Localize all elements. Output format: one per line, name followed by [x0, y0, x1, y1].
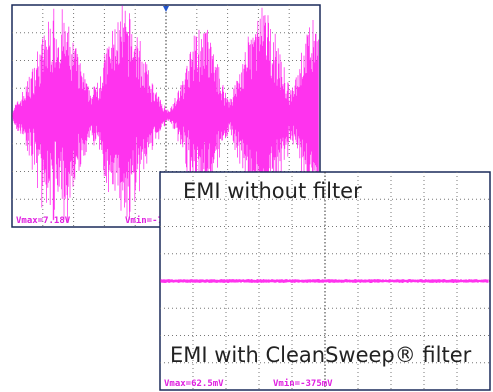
trigger-marker [163, 6, 169, 12]
vmax-readout: Vmax=7.18V [16, 216, 71, 226]
waveform [12, 5, 319, 225]
vmin-readout: Vmin=-7.87V [125, 215, 185, 226]
caption: EMI without filter [183, 179, 362, 203]
scope-panel: Vmax=62.5mV Vmin=-375mV [159, 171, 491, 391]
vmax-readout: Vmax=62.5mV [164, 379, 224, 389]
vmin-readout: Vmin=-375mV [273, 378, 333, 389]
waveform [160, 279, 489, 283]
caption: EMI with CleanSweep® filter [170, 343, 472, 367]
